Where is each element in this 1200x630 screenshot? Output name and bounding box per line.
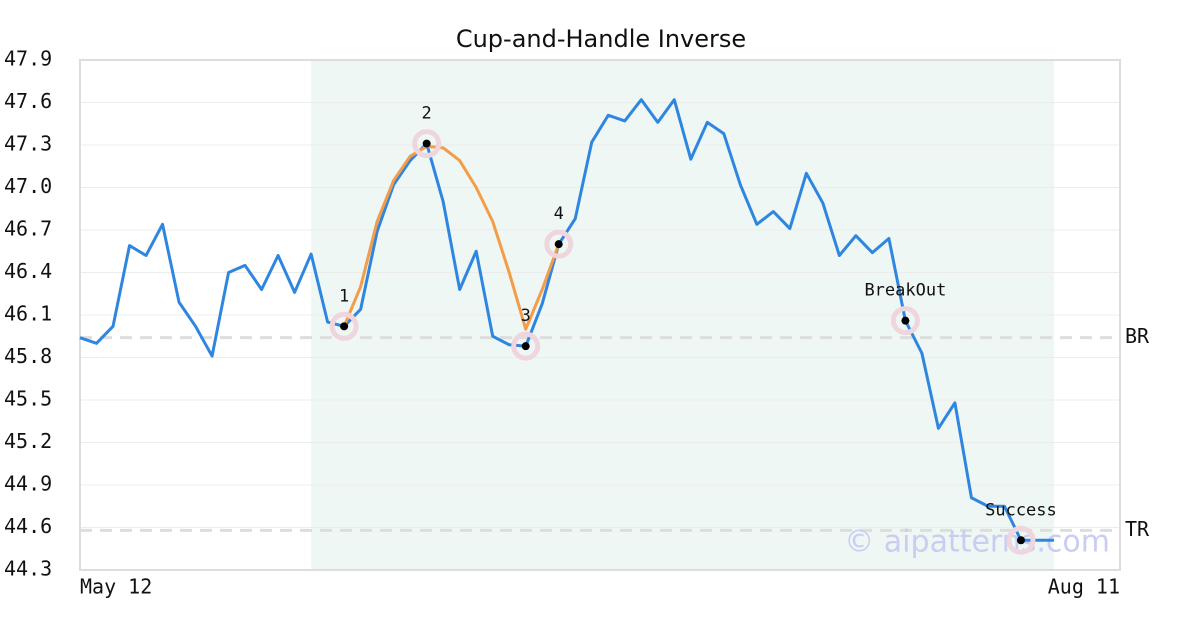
point-halo: [329, 311, 359, 341]
level-label: TR: [1125, 517, 1150, 541]
point-label: 2: [422, 104, 432, 124]
y-tick-label: 45.2: [4, 429, 52, 453]
y-tick-label: 47.9: [4, 47, 52, 71]
watermark: © aipatterns.com: [844, 525, 1110, 560]
y-tick-label: 45.8: [4, 344, 52, 368]
pattern-point: [340, 322, 349, 331]
point-label: 3: [521, 306, 531, 326]
y-tick-label: 44.6: [4, 514, 52, 538]
y-tick-label: 47.0: [4, 174, 52, 198]
point-halo: [412, 129, 442, 159]
y-tick-label: 45.5: [4, 387, 52, 411]
point-halo: [544, 229, 574, 259]
y-tick-label: 46.4: [4, 259, 52, 283]
chart-title: Cup-and-Handle Inverse: [456, 25, 746, 53]
point-halo: [1006, 525, 1036, 555]
y-tick-label: 47.6: [4, 89, 52, 113]
pattern-point: [554, 240, 563, 249]
point-label: 4: [554, 204, 564, 224]
plot-frame: [79, 59, 1121, 571]
y-tick-label: 44.3: [4, 557, 52, 581]
pattern-point: [521, 342, 530, 351]
y-tick-label: 46.1: [4, 302, 52, 326]
point-halo: [511, 331, 541, 361]
x-tick-label: Aug 11: [1048, 575, 1120, 599]
pattern-point: [1016, 536, 1025, 545]
series-line: [79, 98, 1054, 542]
y-tick-label: 44.9: [4, 472, 52, 496]
point-label: Success: [985, 500, 1057, 520]
point-label: 1: [339, 286, 349, 306]
point-halo: [890, 306, 920, 336]
pattern-point: [422, 139, 431, 148]
y-tick-label: 47.3: [4, 132, 52, 156]
y-tick-label: 46.7: [4, 217, 52, 241]
pattern-point: [901, 316, 910, 325]
x-tick-label: May 12: [80, 575, 152, 599]
series-line: [342, 144, 561, 331]
level-label: BR: [1125, 324, 1150, 348]
point-label: BreakOut: [864, 281, 946, 301]
